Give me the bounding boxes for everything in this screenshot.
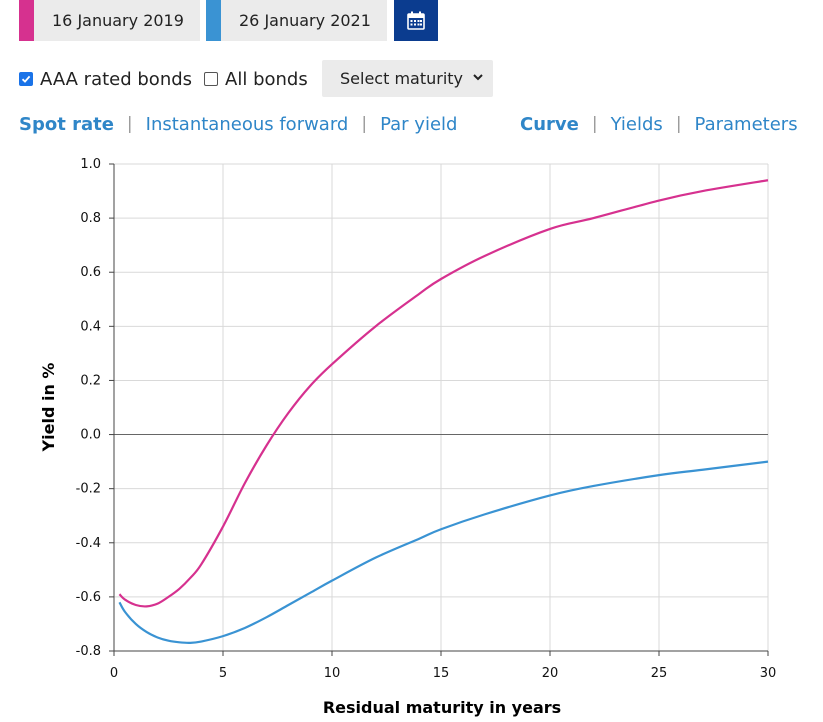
y-tick-label: 0.0 [80, 428, 101, 443]
date-selector-2[interactable]: 26 January 2021 [206, 0, 387, 41]
date-1-color-swatch [19, 0, 34, 41]
view-tabs: Curve | Yields | Parameters [520, 111, 798, 137]
x-tick-label: 15 [433, 666, 450, 681]
date-1-label: 16 January 2019 [52, 11, 184, 30]
chart-grid [114, 163, 769, 652]
y-tick-label: 0.6 [80, 265, 101, 280]
y-tick-label: -0.8 [76, 644, 101, 659]
date-selector-1[interactable]: 16 January 2019 [19, 0, 200, 41]
tab-instantaneous-forward[interactable]: Instantaneous forward [145, 113, 349, 135]
calendar-button[interactable] [394, 0, 438, 41]
x-tick-label: 0 [110, 666, 118, 681]
yield-curve-chart: 0 5 10 15 20 25 30 1.0 0.8 0.6 0.4 0.2 0.0 -0.2 -0.4 -0… [39, 157, 777, 717]
rate-type-tabs: Spot rate | Instantaneous forward | Par … [19, 111, 457, 137]
y-tick-label: -0.6 [76, 590, 101, 605]
chart-axes: 0 5 10 15 20 25 30 1.0 0.8 0.6 0.4 0.2 0.0 -0.2 -0.4 -0… [76, 157, 777, 681]
y-tick-label: 1.0 [80, 157, 101, 172]
x-tick-label: 30 [760, 666, 777, 681]
tab-separator: | [591, 114, 598, 134]
x-axis-label: Residual maturity in years [323, 698, 561, 717]
tab-curve[interactable]: Curve [520, 113, 579, 135]
date-2-label: 26 January 2021 [239, 11, 371, 30]
calendar-icon [407, 11, 425, 30]
y-tick-label: 0.2 [80, 373, 101, 388]
checkmark-icon [21, 75, 31, 83]
y-tick-label: 0.8 [80, 211, 101, 226]
chevron-down-icon [473, 74, 483, 81]
series-line-1 [118, 179, 769, 608]
aaa-bonds-label: AAA rated bonds [40, 68, 193, 90]
x-tick-label: 10 [324, 666, 341, 681]
x-tick-label: 25 [651, 666, 668, 681]
x-tick-label: 20 [542, 666, 559, 681]
maturity-select[interactable]: Select maturity [322, 60, 493, 97]
x-tick-label: 5 [219, 666, 227, 681]
date-2-color-swatch [206, 0, 221, 41]
bond-filter-row: AAA rated bonds All bonds [19, 60, 308, 98]
tab-separator: | [361, 114, 368, 134]
all-bonds-label: All bonds [225, 68, 308, 90]
aaa-bonds-checkbox[interactable] [19, 72, 33, 86]
series-line-2 [118, 460, 769, 645]
all-bonds-checkbox[interactable] [204, 72, 219, 86]
chart-series [118, 179, 769, 645]
y-tick-label: -0.4 [76, 536, 101, 551]
tab-yields[interactable]: Yields [610, 113, 663, 135]
y-tick-label: -0.2 [76, 482, 101, 497]
y-axis-label: Yield in % [39, 363, 58, 453]
tab-par-yield[interactable]: Par yield [380, 113, 458, 135]
tab-separator: | [126, 114, 133, 134]
tab-separator: | [675, 114, 682, 134]
tab-parameters[interactable]: Parameters [694, 113, 798, 135]
maturity-select-value: Select maturity [340, 69, 464, 88]
tab-spot-rate[interactable]: Spot rate [19, 113, 114, 135]
y-tick-label: 0.4 [80, 319, 101, 334]
